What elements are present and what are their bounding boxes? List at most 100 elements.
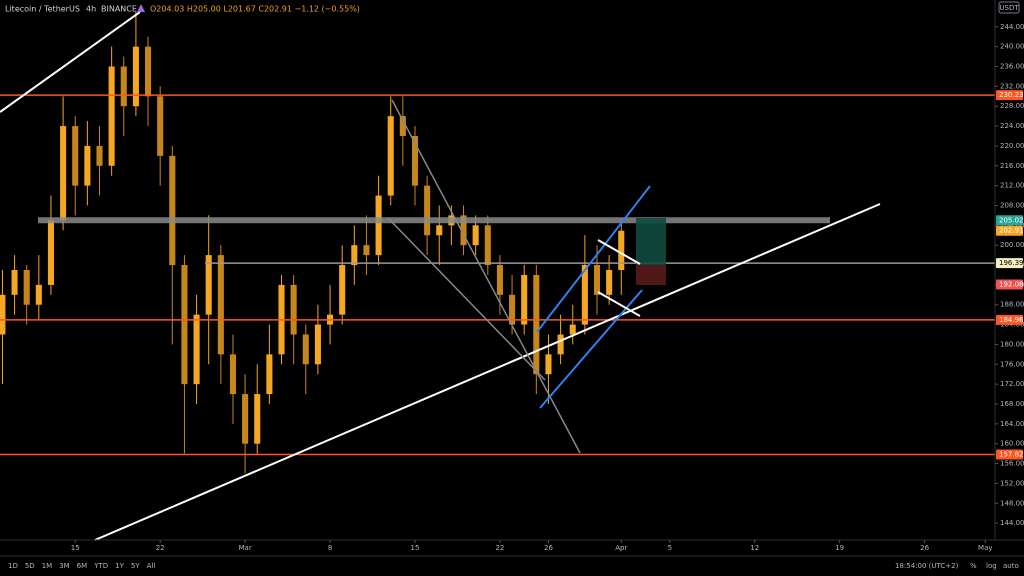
candle-body [229,354,237,395]
currency-box[interactable] [998,1,1020,14]
trend-line [597,239,641,265]
candle-body [411,135,419,186]
candle-body [351,245,358,266]
range-button[interactable]: 3M [59,562,70,570]
price-label-box [996,314,1023,325]
currency[interactable]: USDT [999,4,1019,12]
price-label-box [996,258,1023,269]
candle-body [509,294,516,325]
y-tick-label: 228.00 [1000,102,1024,110]
price-label: 157.82 [999,451,1024,459]
y-tick-label: 204.00 [1000,221,1024,229]
price-label-box [996,279,1023,290]
candle-body [23,270,30,305]
x-tick-label: 5 [668,544,672,552]
y-tick-label: 172.00 [1000,380,1024,388]
candle-body [339,265,346,315]
x-tick-label: 26 [544,544,553,552]
candle-body [472,225,479,246]
x-tick-label: 22 [156,544,165,552]
range-button[interactable]: 5D [25,562,35,570]
x-tick-label: 15 [411,544,420,552]
range-button[interactable]: 1Y [115,562,124,570]
price-label: 202.91 [999,227,1024,235]
y-tick-label: 156.00 [1000,460,1024,468]
interval: 4h [86,5,96,14]
y-tick-label: 200.00 [1000,241,1024,249]
y-tick-label: 224.00 [1000,122,1024,130]
candle-body [593,265,601,295]
y-tick-label: 244.00 [1000,23,1024,31]
candle-body [266,354,273,395]
price-label: 192.08 [999,280,1024,288]
y-tick-label: 212.00 [1000,182,1024,190]
candle-body [533,274,540,375]
x-tick-label: 19 [835,544,844,552]
channel-line [536,185,651,333]
x-tick-label: 22 [495,544,504,552]
candle-body [545,354,552,375]
candle-body [132,46,139,107]
y-tick-label: 220.00 [1000,142,1024,150]
candle-body [181,265,188,385]
range-button[interactable]: 1M [42,562,53,570]
trend-line [597,291,641,317]
trend-line [0,11,141,113]
candle-body [217,255,224,355]
candle-body [569,324,576,335]
y-tick-label: 144.00 [1000,519,1024,527]
candle-body [96,145,103,166]
exchange: BINANCE [101,5,137,14]
y-tick-label: 188.00 [1000,301,1024,309]
price-label-box [996,215,1023,226]
candle-body [618,230,625,270]
symbol: Litecoin / TetherUS [5,5,80,14]
plot-area [0,11,995,474]
x-tick-label: 26 [920,544,929,552]
candle-body [375,195,382,256]
price-label-box [996,225,1023,236]
candle-body [254,394,261,444]
toolbar: 1D 5D 1M 3M 6M YTD 1Y 5Y All% log auto [8,562,1019,570]
price-label: 184.96 [999,316,1024,324]
candle-body [84,145,91,186]
candle-body [60,126,67,221]
range-button[interactable]: All [147,562,156,570]
price-label-box [996,90,1023,101]
x-tick-label: 8 [328,544,332,552]
range-button[interactable]: 5Y [131,562,140,570]
ohlc: O204.03 H205.00 L201.67 C202.91 −1.12 (−… [150,5,360,14]
position-profit [636,218,666,265]
y-tick-label: 164.00 [1000,420,1024,428]
x-tick-label: 12 [750,544,759,552]
clock: 18:54:00 (UTC+2) [895,562,959,570]
range-button[interactable]: YTD [93,562,108,570]
candle-body [387,116,394,196]
axis-option[interactable]: log [986,562,997,570]
candle-body [496,265,503,295]
y-tick-label: 216.00 [1000,162,1024,170]
price-label: 230.23 [999,91,1024,99]
axis-option[interactable]: % [970,562,977,570]
axis-option[interactable]: auto [1003,562,1019,570]
y-tick-label: 168.00 [1000,400,1024,408]
channel-line [539,289,643,409]
candle-body [302,334,309,365]
y-tick-label: 152.00 [1000,479,1024,487]
candle-body [581,265,588,325]
y-tick-label: 236.00 [1000,63,1024,71]
x-tick-label: May [978,544,992,552]
position-loss [636,265,666,285]
trend-line [387,217,546,381]
price-label-box [996,449,1023,460]
price-label: 196.39 [999,259,1024,267]
range-button[interactable]: 6M [77,562,88,570]
y-tick-label: 176.00 [1000,360,1024,368]
candle-body [193,314,200,385]
candle-body [120,66,127,107]
x-tick-label: Apr [615,544,627,552]
candle-body [47,220,54,285]
range-button[interactable]: 1D [8,562,18,570]
candle-body [169,155,176,266]
